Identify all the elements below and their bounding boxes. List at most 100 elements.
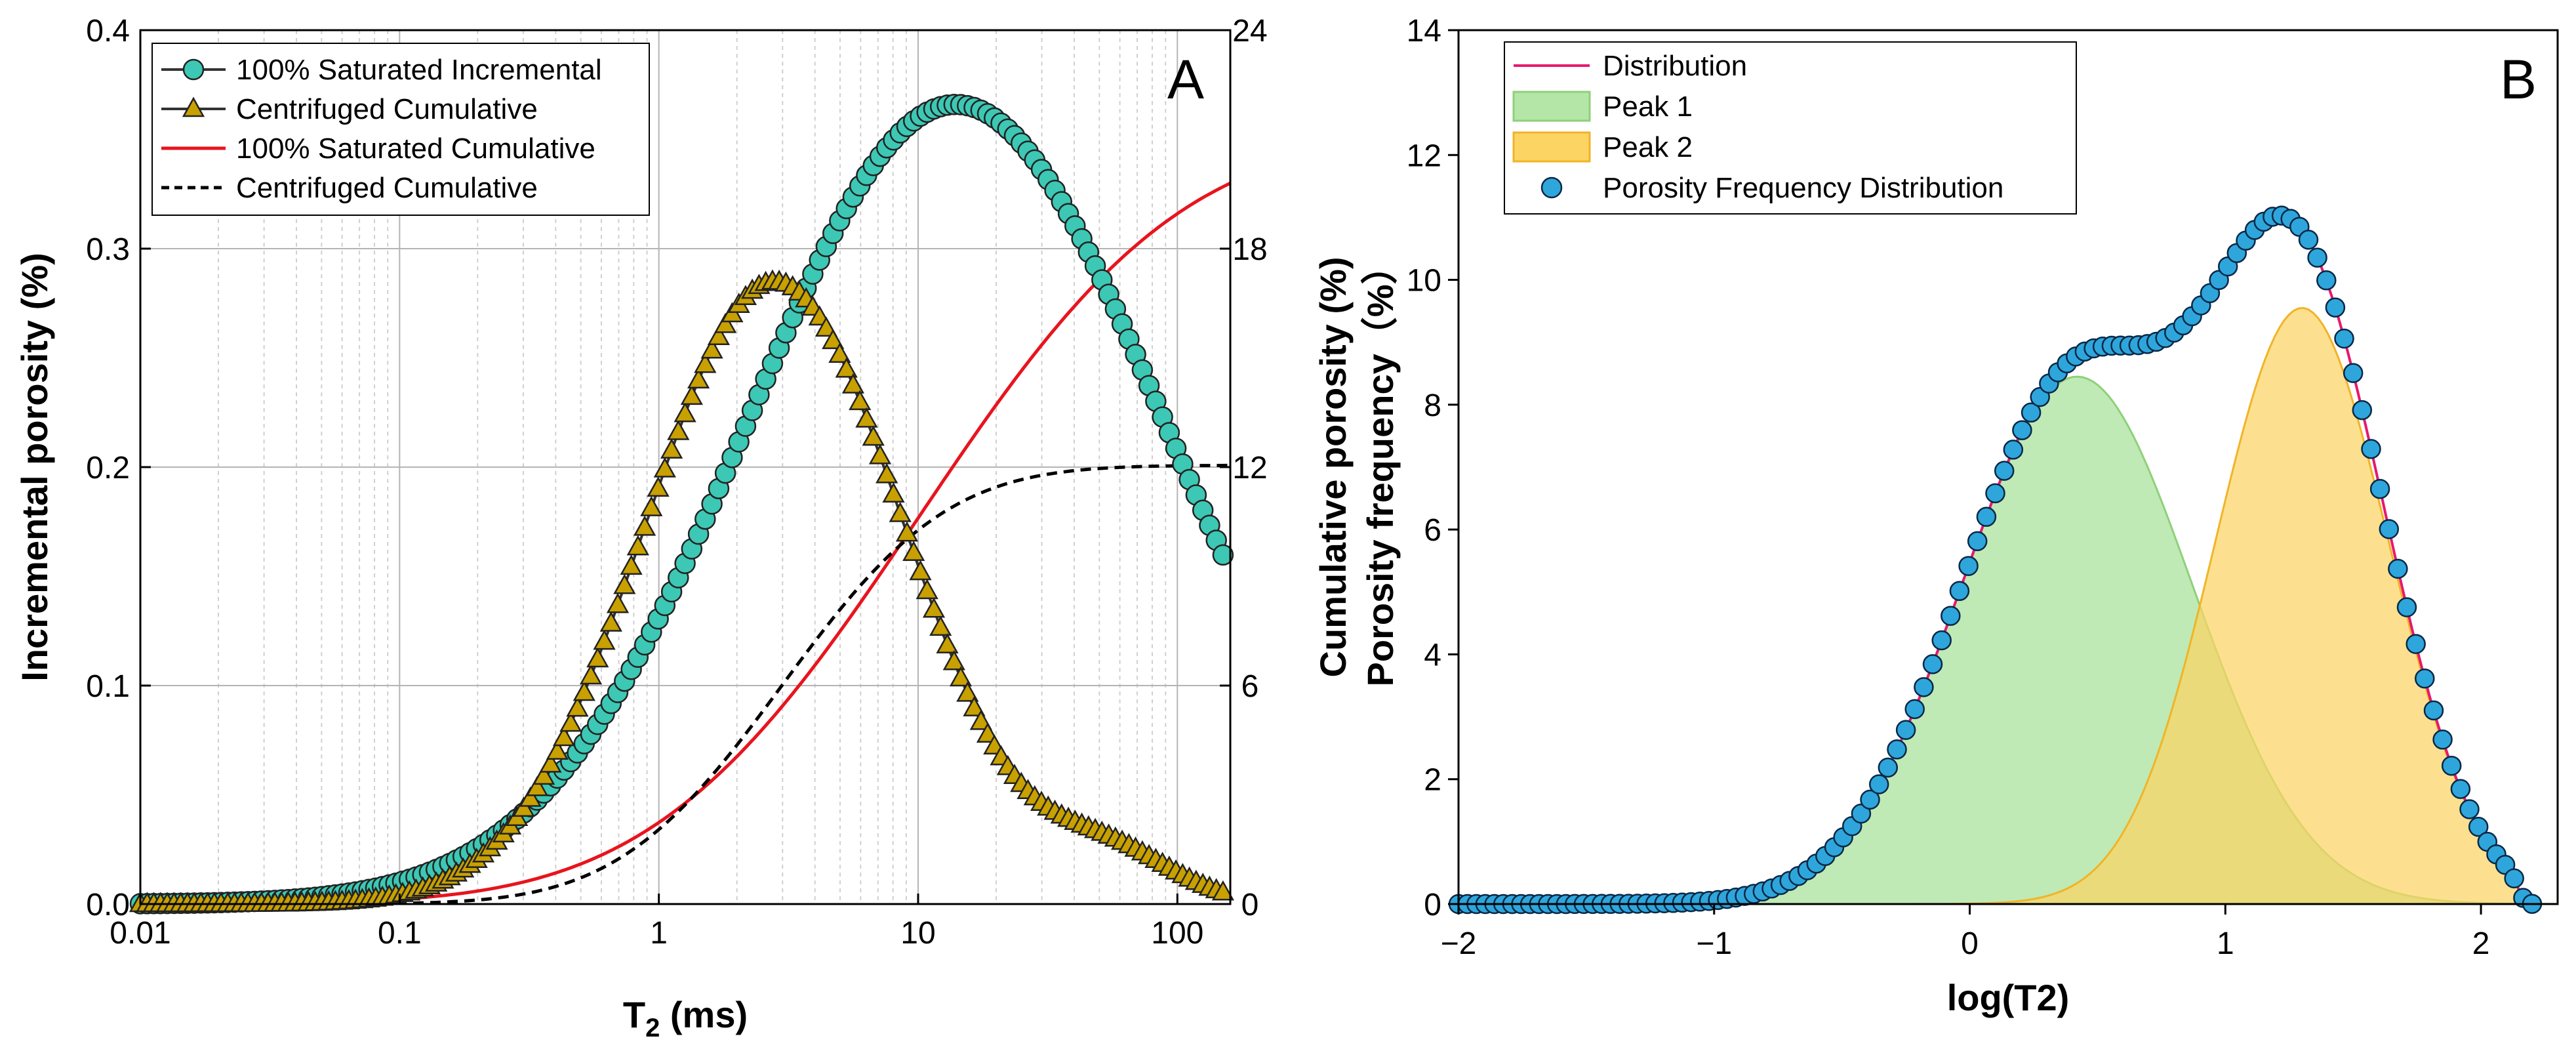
chart-b-y-axis-title: Porosity frequency（%）	[1359, 247, 1401, 686]
chart-a-point-centrifuged	[889, 501, 912, 522]
chart-b-point	[2369, 479, 2390, 499]
chart-b-y-tick-label: 2	[1424, 763, 1441, 798]
chart-b-point	[1878, 757, 1899, 778]
chart-a-point-centrifuged	[586, 647, 609, 668]
chart-b-point	[2316, 270, 2337, 291]
chart-a-point-centrifuged	[1211, 880, 1235, 901]
chart-b-point	[2021, 402, 2042, 423]
chart-a-x-tick-label: 1	[650, 916, 668, 951]
chart-a-point-centrifuged	[687, 368, 710, 389]
chart-b-point	[2343, 363, 2364, 383]
chart-b-point	[1914, 677, 1934, 697]
chart-b-point	[1922, 654, 1943, 674]
chart-b-series	[1448, 205, 2543, 915]
chart-b-y-tick-label: 10	[1407, 264, 1441, 299]
chart-a-point-centrifuged	[559, 711, 582, 732]
chart-b-point	[2325, 297, 2346, 318]
chart-a-point-centrifuged	[626, 535, 649, 556]
chart-b-x-tick-label: 2	[2472, 926, 2490, 961]
chart-b-point	[2352, 400, 2373, 421]
chart-a-x-tick-label: 0.01	[110, 916, 171, 951]
chart-b-points	[1448, 205, 2543, 915]
chart-a-point-centrifuged	[593, 629, 616, 650]
chart-a-point-centrifuged	[815, 316, 838, 337]
chart-a-point-centrifuged	[949, 666, 973, 687]
chart-a-right-tick-label: 0	[1241, 888, 1259, 922]
chart-b-point	[2379, 519, 2400, 539]
chart-b-point	[2334, 328, 2354, 349]
chart-b-point	[2441, 755, 2462, 776]
chart-a-x-axis-title-subscript: 2	[645, 1014, 660, 1042]
chart-a-point-centrifuged	[573, 680, 595, 701]
chart-a-right-tick-label: 12	[1232, 451, 1267, 485]
chart-a-point-centrifuged	[855, 407, 878, 428]
chart-b-point	[1985, 483, 2005, 504]
chart-b-point	[1958, 556, 1979, 576]
chart-a-point-centrifuged	[533, 764, 555, 785]
chart-b-y-tick-label: 14	[1407, 14, 1441, 49]
chart-b-x-axis-title: log(T2)	[1947, 977, 2070, 1018]
chart-b-point	[1976, 506, 1997, 527]
chart-a-point-centrifuged	[963, 696, 986, 716]
chart-a-x-tick-label: 100	[1151, 916, 1203, 951]
chart-a-legend-marker	[182, 58, 205, 81]
chart-a-series-line-centrifuged-cumulative	[140, 463, 1230, 906]
chart-a-point-centrifuged	[680, 384, 703, 405]
chart-b-y-tick-label: 12	[1407, 138, 1441, 173]
chart-b-legend-marker	[1540, 176, 1563, 199]
chart-a-point-centrifuged	[841, 373, 865, 394]
chart-a-point-centrifuged	[667, 419, 690, 440]
chart-a-point-centrifuged	[922, 597, 946, 618]
chart-a-point-centrifuged	[566, 696, 589, 717]
chart-b-point	[2405, 634, 2426, 654]
chart-a-point-centrifuged	[647, 476, 670, 497]
chart-b-x-tick-label: −1	[1696, 926, 1732, 961]
chart-b-frame	[1457, 29, 2559, 905]
chart-b-y-tick-label: 0	[1424, 888, 1441, 922]
chart-b-y-tick-label: 8	[1424, 388, 1441, 423]
chart-a-x-axis-title: T2 (ms)	[623, 994, 748, 1042]
chart-a-point-centrifuged	[606, 592, 630, 613]
chart-a-point-centrifuged	[707, 325, 731, 346]
chart-b-point	[2396, 597, 2417, 617]
chart-b-x-tick-label: −2	[1441, 926, 1477, 961]
chart-a-legend-label: Centrifuged Cumulative	[236, 93, 538, 125]
chart-b-point	[1904, 699, 1925, 720]
chart-b-peak-areas	[1459, 306, 2559, 905]
chart-b-point	[1931, 630, 1952, 651]
chart-a-point-centrifuged	[862, 425, 885, 446]
chart-a-point-centrifuged	[579, 664, 603, 685]
chart-b-legend-swatch	[1512, 91, 1591, 122]
chart-a-axes: 0.01 0.1 1 10 100 0.0 0.1 0.2 0.3 0.4 0 6 12 18 24	[86, 14, 1267, 951]
chart-a-point-centrifuged	[539, 752, 562, 773]
chart-b-point	[1868, 774, 1889, 794]
chart-a-point-centrifuged	[902, 541, 925, 562]
chart-a-point-centrifuged	[849, 390, 872, 411]
chart-b-point	[2459, 799, 2480, 819]
chart-a-point-centrifuged	[613, 573, 636, 594]
chart-b-point	[2012, 420, 2032, 440]
chart-b-legend-box	[1504, 41, 2077, 215]
chart-a-point-centrifuged	[828, 342, 851, 363]
chart-a-legend-box	[151, 43, 650, 216]
chart-b-point	[2423, 700, 2444, 721]
chart-b-y-tick-label: 4	[1424, 638, 1441, 672]
chart-b-point	[1851, 803, 1872, 824]
chart-b-y-tick-label: 6	[1424, 513, 1441, 548]
chart-a-point-centrifuged	[875, 463, 898, 484]
chart-b-panel-label: B	[2500, 49, 2537, 110]
chart-b-point	[1860, 789, 1880, 810]
chart-a-point-centrifuged	[916, 579, 938, 600]
chart-a-point-centrifuged	[620, 554, 643, 575]
chart-b-legend-label: Distribution	[1603, 50, 1747, 82]
chart-a-right-axis-title: Cumulative porosity (%)	[1312, 257, 1354, 678]
chart-a: 0.01 0.1 1 10 100 0.0 0.1 0.2 0.3 0.4 0 6 12 18 24 A T…	[14, 14, 1354, 1042]
chart-b-point	[2450, 779, 2471, 799]
chart-b-point	[2298, 230, 2319, 250]
chart-a-point-centrifuged	[546, 739, 569, 760]
chart-a-point-centrifuged	[694, 352, 717, 373]
chart-a-x-axis-title-unit: (ms)	[660, 994, 748, 1035]
chart-a-x-axis-title-main: T	[623, 994, 645, 1035]
